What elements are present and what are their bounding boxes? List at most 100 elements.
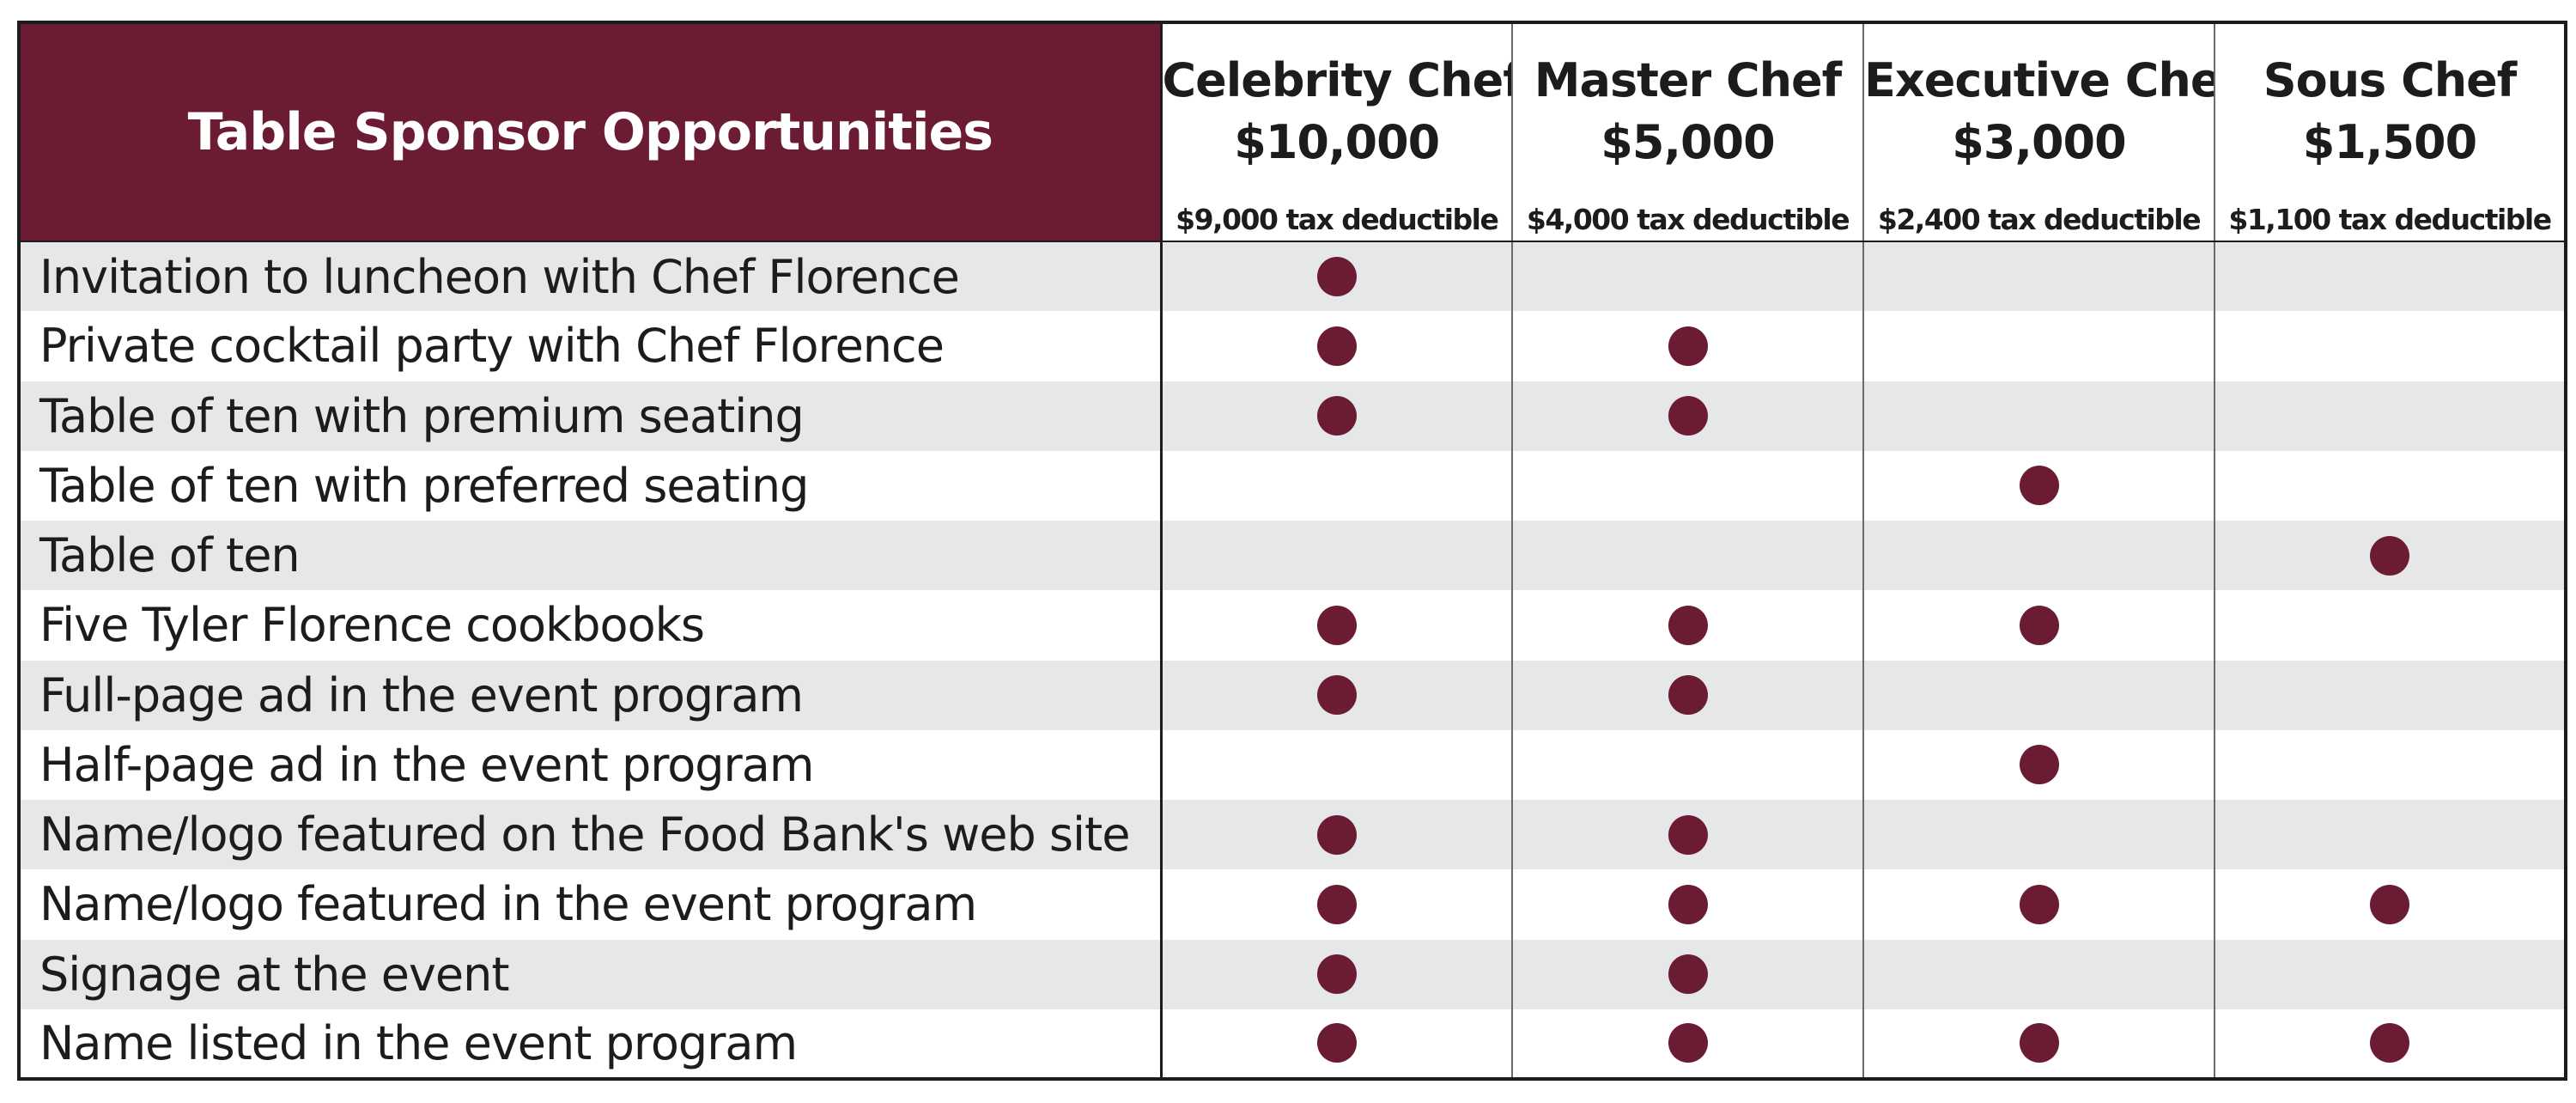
benefit-row: Name/logo featured on the Food Bank's we… xyxy=(19,800,2566,870)
included-dot-icon xyxy=(1668,326,1708,366)
tier-check-cell xyxy=(1160,521,1512,591)
benefit-cell: Table of ten with premium seating xyxy=(19,381,1163,451)
table-title: Table Sponsor Opportunities xyxy=(19,22,1163,242)
included-dot-icon xyxy=(1316,675,1357,716)
tier-check-cell xyxy=(1862,660,2215,730)
tier-check-cell xyxy=(1862,311,2215,381)
benefit-row: Five Tyler Florence cookbooks xyxy=(19,590,2566,661)
tier-check-cell xyxy=(1511,590,1863,661)
tier-check-cell xyxy=(1511,729,1863,800)
included-dot-icon xyxy=(1316,1023,1357,1063)
benefit-row: Full-page ad in the event program xyxy=(19,660,2566,730)
tier-check-cell xyxy=(1862,590,2215,661)
tier-deductible: $4,000 tax deductible xyxy=(1526,203,1850,236)
tier-check-cell xyxy=(1511,381,1863,451)
included-dot-icon xyxy=(1316,396,1357,436)
tier-deductible: $2,400 tax deductible xyxy=(1877,203,2202,236)
benefit-row: Table of ten xyxy=(19,521,2566,591)
tier-price: $5,000 xyxy=(1601,115,1775,169)
benefit-cell: Half-page ad in the event program xyxy=(19,729,1163,800)
tier-check-cell xyxy=(1862,729,2215,800)
tier-deductible: $9,000 tax deductible xyxy=(1176,203,1499,236)
tier-check-cell xyxy=(1160,311,1512,381)
tier-check-cell xyxy=(1862,800,2215,870)
benefit-label: Name/logo featured on the Food Bank's we… xyxy=(39,807,1130,862)
benefit-label: Full-page ad in the event program xyxy=(39,667,804,722)
benefit-label: Invitation to luncheon with Chef Florenc… xyxy=(39,249,960,304)
tier-check-cell xyxy=(2214,521,2566,591)
tier-check-cell xyxy=(1511,1009,1863,1079)
included-dot-icon xyxy=(2370,1023,2409,1063)
benefit-cell: Name/logo featured on the Food Bank's we… xyxy=(19,800,1163,870)
tier-price: $1,500 xyxy=(2302,115,2477,169)
benefit-row: Name listed in the event program xyxy=(19,1009,2566,1079)
included-dot-icon xyxy=(2370,884,2409,924)
benefit-row: Private cocktail party with Chef Florenc… xyxy=(19,311,2566,381)
included-dot-icon xyxy=(2019,884,2059,924)
tier-check-cell xyxy=(1160,1009,1512,1079)
tier-name: Executive Chef xyxy=(1864,53,2215,107)
tier-price: $10,000 xyxy=(1234,115,1440,169)
tier-check-cell xyxy=(1160,590,1512,661)
included-dot-icon xyxy=(2019,745,2059,785)
tier-deductible: $1,100 tax deductible xyxy=(2228,203,2552,236)
benefit-row: Table of ten with premium seating xyxy=(19,381,2566,451)
benefit-label: Table of ten with premium seating xyxy=(39,388,805,443)
benefit-cell: Signage at the event xyxy=(19,939,1163,1009)
tier-check-cell xyxy=(2214,381,2566,451)
tier-check-cell xyxy=(2214,1009,2566,1079)
benefit-cell: Invitation to luncheon with Chef Florenc… xyxy=(19,241,1163,312)
included-dot-icon xyxy=(2019,1023,2059,1063)
benefit-label: Signage at the event xyxy=(39,947,510,1002)
tier-check-cell xyxy=(2214,800,2566,870)
benefit-label: Half-page ad in the event program xyxy=(39,737,814,792)
tier-header-sous-chef: Sous Chef $1,500 $1,100 tax deductible xyxy=(2214,22,2566,242)
tier-check-cell xyxy=(1862,521,2215,591)
tier-header-executive-chef: Executive Chef $3,000 $2,400 tax deducti… xyxy=(1862,22,2215,242)
included-dot-icon xyxy=(1668,605,1708,645)
tier-name: Master Chef xyxy=(1534,53,1842,107)
tier-check-cell xyxy=(1511,450,1863,521)
included-dot-icon xyxy=(2019,466,2059,506)
tier-check-cell xyxy=(1862,1009,2215,1079)
benefit-label: Private cocktail party with Chef Florenc… xyxy=(39,319,945,374)
included-dot-icon xyxy=(1668,675,1708,716)
benefit-label: Table of ten with preferred seating xyxy=(39,458,809,513)
tier-check-cell xyxy=(1511,869,1863,940)
tier-check-cell xyxy=(1511,800,1863,870)
included-dot-icon xyxy=(2019,605,2059,645)
tier-check-cell xyxy=(1160,381,1512,451)
benefit-cell: Five Tyler Florence cookbooks xyxy=(19,590,1163,661)
included-dot-icon xyxy=(1668,1023,1708,1063)
tier-check-cell xyxy=(2214,590,2566,661)
sponsor-table: Table Sponsor Opportunities Celebrity Ch… xyxy=(17,21,2567,1081)
included-dot-icon xyxy=(1316,884,1357,924)
included-dot-icon xyxy=(1316,326,1357,366)
tier-check-cell xyxy=(1160,729,1512,800)
tier-name: Sous Chef xyxy=(2263,53,2518,107)
tier-check-cell xyxy=(2214,660,2566,730)
included-dot-icon xyxy=(1668,884,1708,924)
tier-check-cell xyxy=(1511,939,1863,1009)
benefit-cell: Name listed in the event program xyxy=(19,1009,1163,1079)
included-dot-icon xyxy=(1316,954,1357,995)
tier-check-cell xyxy=(1511,660,1863,730)
tier-price: $3,000 xyxy=(1952,115,2126,169)
benefit-row: Name/logo featured in the event program xyxy=(19,869,2566,940)
benefit-label: Name listed in the event program xyxy=(39,1015,798,1070)
header-row: Table Sponsor Opportunities Celebrity Ch… xyxy=(19,22,2566,242)
benefit-row: Invitation to luncheon with Chef Florenc… xyxy=(19,241,2566,312)
tier-check-cell xyxy=(1862,869,2215,940)
benefit-cell: Name/logo featured in the event program xyxy=(19,869,1163,940)
included-dot-icon xyxy=(1668,814,1708,855)
benefit-label: Name/logo featured in the event program xyxy=(39,877,977,932)
tier-check-cell xyxy=(1862,241,2215,312)
tier-check-cell xyxy=(1160,939,1512,1009)
benefit-label: Table of ten xyxy=(39,528,301,583)
included-dot-icon xyxy=(1668,396,1708,436)
included-dot-icon xyxy=(2370,535,2409,576)
tier-check-cell xyxy=(1160,869,1512,940)
tier-check-cell xyxy=(1160,660,1512,730)
benefit-row: Half-page ad in the event program xyxy=(19,729,2566,800)
benefit-cell: Table of ten with preferred seating xyxy=(19,450,1163,521)
